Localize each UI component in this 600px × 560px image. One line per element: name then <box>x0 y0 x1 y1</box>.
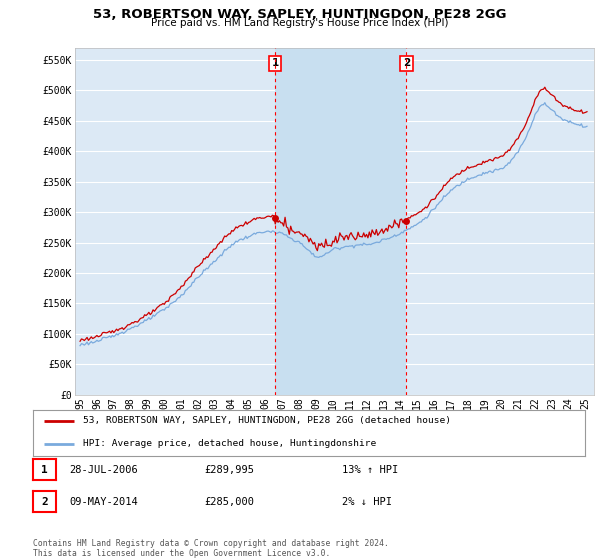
Text: 2: 2 <box>403 58 410 68</box>
Text: £285,000: £285,000 <box>204 497 254 507</box>
Text: 1: 1 <box>41 465 48 475</box>
Text: HPI: Average price, detached house, Huntingdonshire: HPI: Average price, detached house, Hunt… <box>83 440 376 449</box>
Text: 28-JUL-2006: 28-JUL-2006 <box>69 465 138 475</box>
Text: 53, ROBERTSON WAY, SAPLEY, HUNTINGDON, PE28 2GG (detached house): 53, ROBERTSON WAY, SAPLEY, HUNTINGDON, P… <box>83 416 451 425</box>
Text: 1: 1 <box>272 58 279 68</box>
Text: Contains HM Land Registry data © Crown copyright and database right 2024.
This d: Contains HM Land Registry data © Crown c… <box>33 539 389 558</box>
Text: 2% ↓ HPI: 2% ↓ HPI <box>342 497 392 507</box>
Text: 53, ROBERTSON WAY, SAPLEY, HUNTINGDON, PE28 2GG: 53, ROBERTSON WAY, SAPLEY, HUNTINGDON, P… <box>93 8 507 21</box>
Text: Price paid vs. HM Land Registry's House Price Index (HPI): Price paid vs. HM Land Registry's House … <box>151 18 449 29</box>
Text: 2: 2 <box>41 497 48 507</box>
Bar <box>275 48 406 395</box>
Text: 09-MAY-2014: 09-MAY-2014 <box>69 497 138 507</box>
Text: 13% ↑ HPI: 13% ↑ HPI <box>342 465 398 475</box>
Text: £289,995: £289,995 <box>204 465 254 475</box>
